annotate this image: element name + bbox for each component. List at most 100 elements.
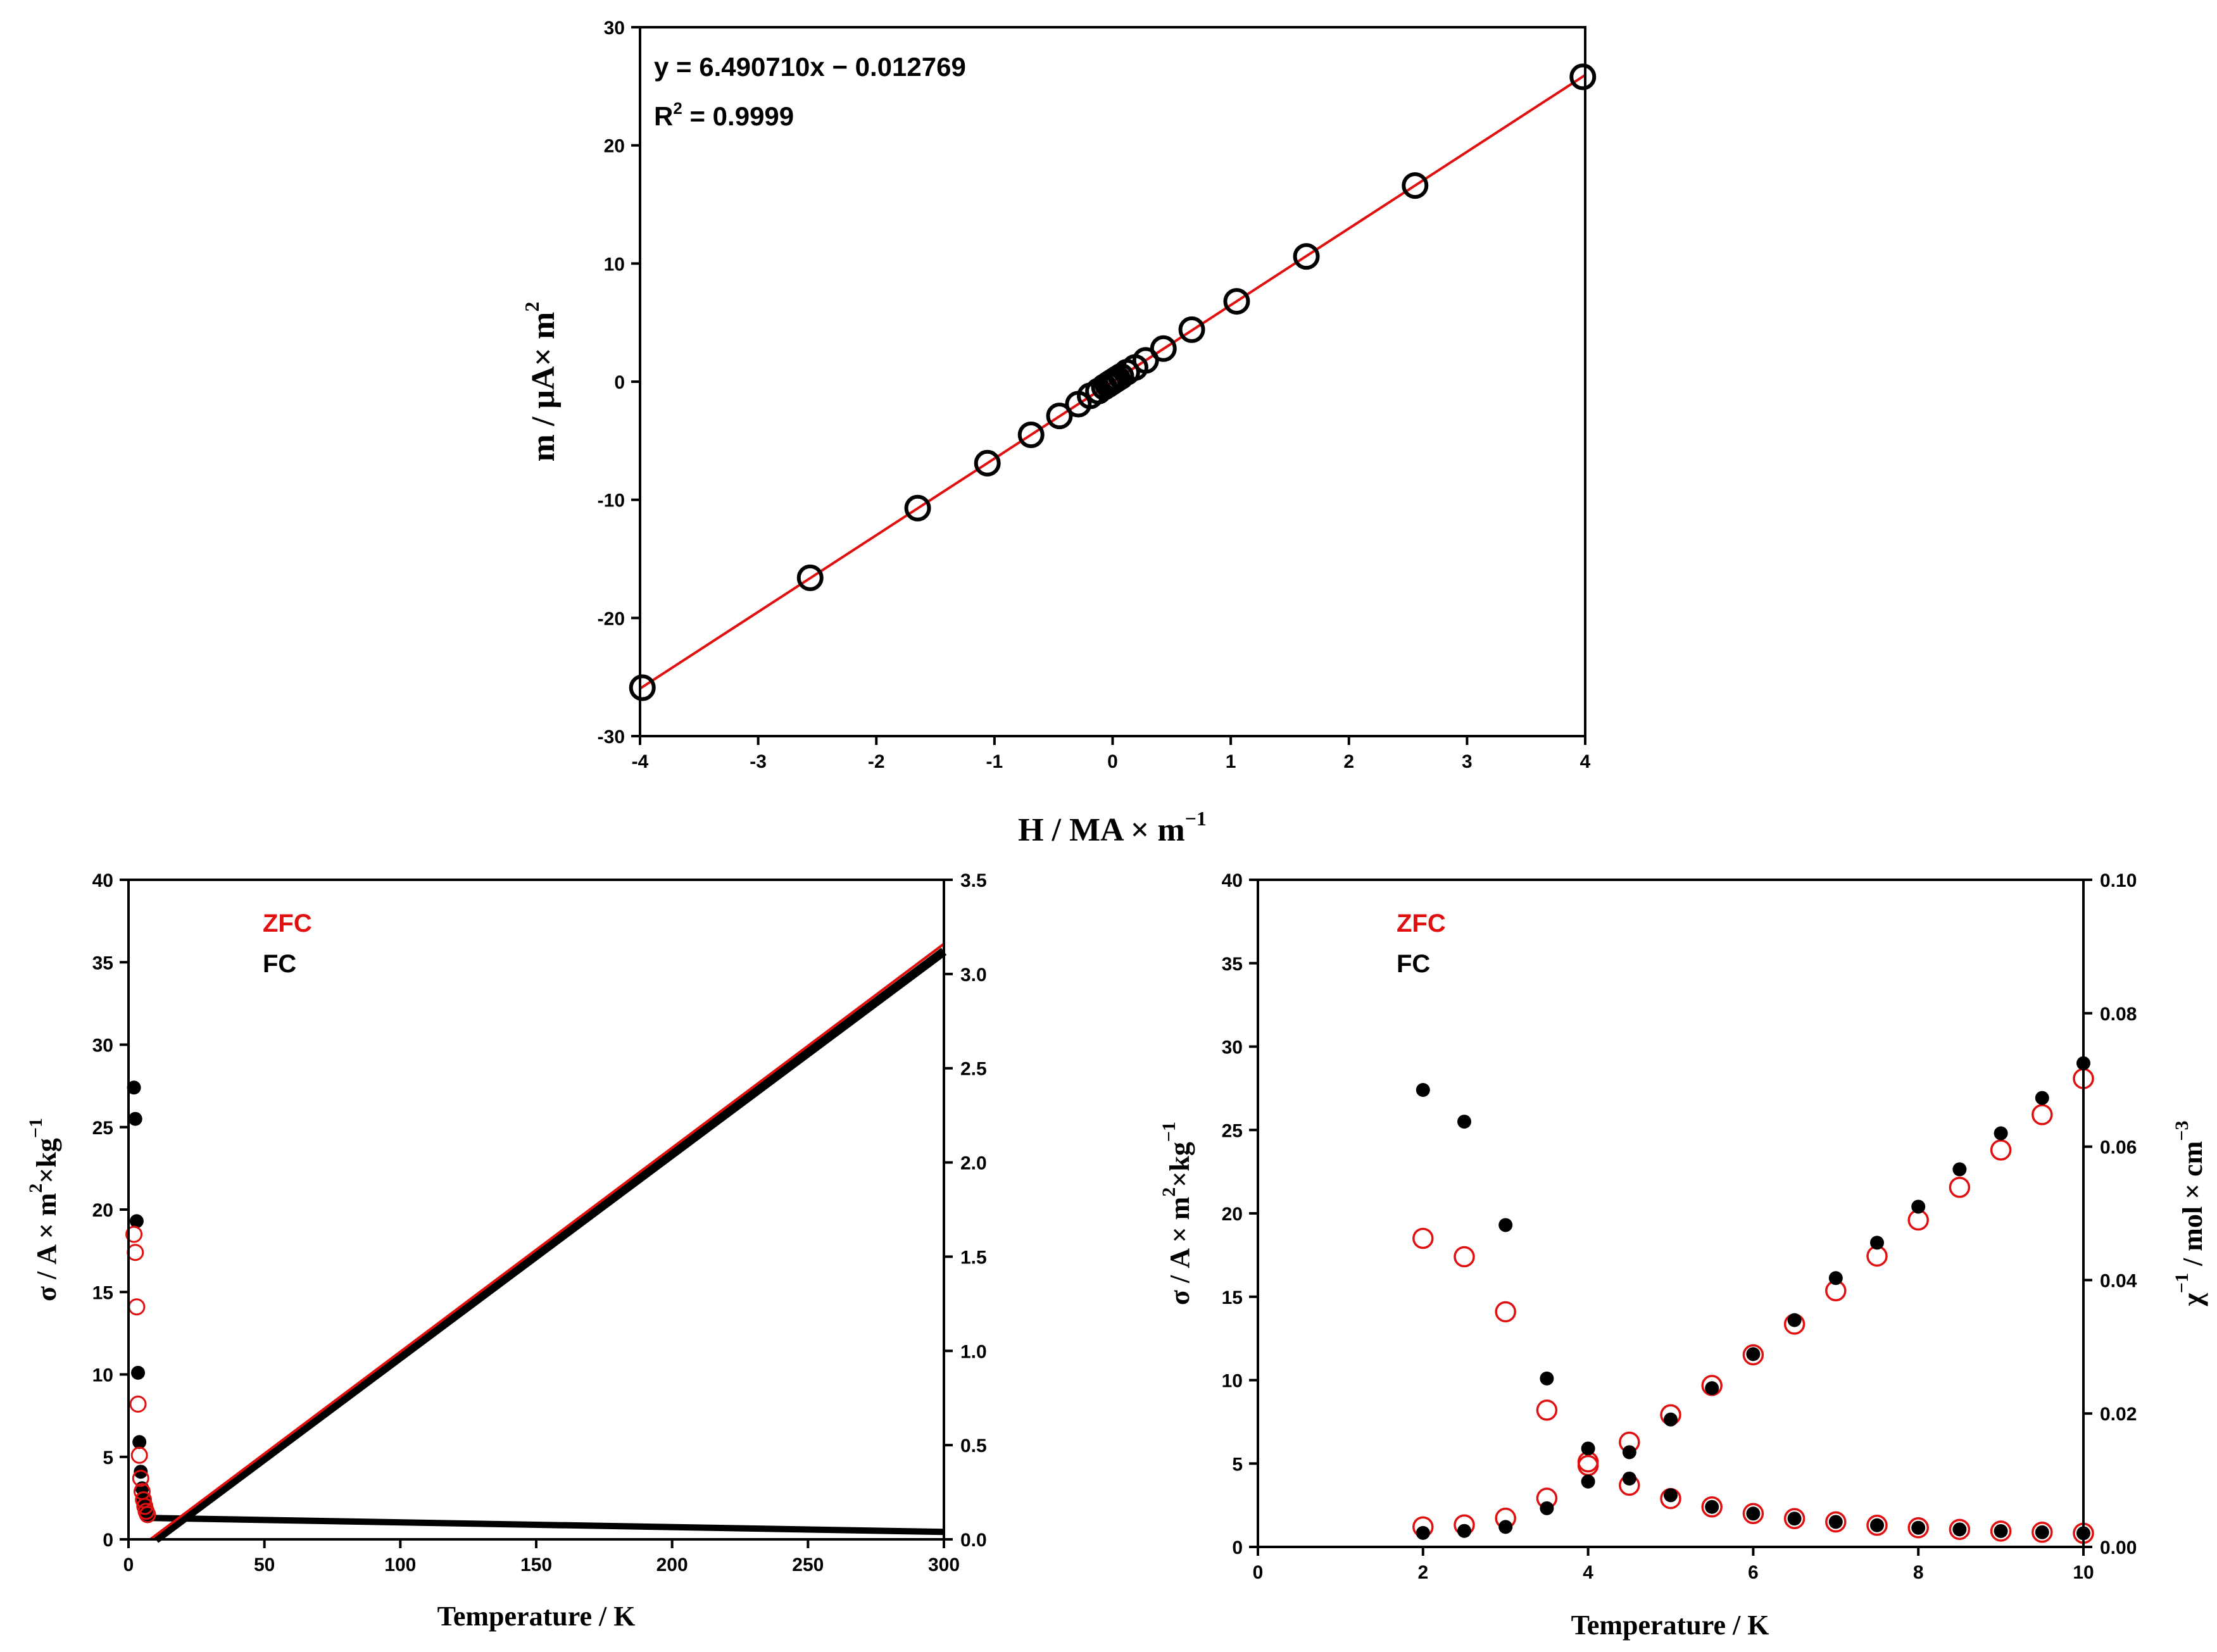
top-x-tick-label: 1 bbox=[1226, 751, 1236, 772]
top-data-point bbox=[629, 674, 656, 701]
top-x-tick-label: 4 bbox=[1580, 751, 1591, 772]
bl-y2-tick-label: 3.0 bbox=[960, 965, 987, 986]
br-sigma-zfc-point bbox=[1949, 1518, 1971, 1541]
br-chi-inverse-fc-point bbox=[1787, 1313, 1802, 1327]
bl-y2-tick-label: 0.0 bbox=[960, 1530, 987, 1551]
br-chi-inverse-fc-point bbox=[1664, 1412, 1678, 1427]
bl-legend-zfc: ZFC bbox=[263, 910, 312, 937]
bl-data-marks bbox=[125, 942, 947, 1543]
bl-fc-point bbox=[134, 1465, 148, 1479]
panel-bottom-right-temperature-zoom: 0 2 4 6 8 10 0 5 10 15 20 25 30 35 40 0.00 0.02 0.04 0.06 0… bbox=[1159, 870, 2208, 1641]
top-xlabel: H / MA × m bbox=[1018, 812, 1185, 848]
top-plot-frame bbox=[639, 26, 1586, 737]
top-y-tick-label: 30 bbox=[604, 18, 625, 39]
br-sigma-fc-point bbox=[1952, 1522, 1967, 1537]
bl-y-tick-label: 20 bbox=[92, 1200, 113, 1221]
top-y-tick-label: -20 bbox=[598, 608, 625, 629]
top-x-tick-label: -4 bbox=[632, 751, 649, 772]
br-sigma-fc-point bbox=[1828, 1515, 1843, 1529]
top-y-tick-label: 10 bbox=[604, 254, 625, 275]
fit-r2-prefix: R bbox=[654, 101, 673, 131]
br-x-tick-label: 0 bbox=[1253, 1562, 1264, 1583]
top-data-point bbox=[974, 449, 1001, 477]
br-y-tick-label: 5 bbox=[1232, 1454, 1243, 1475]
bl-fc-point bbox=[131, 1365, 146, 1380]
br-sigma-fc-point bbox=[1622, 1471, 1636, 1486]
br-sigma-fc-point bbox=[2035, 1525, 2049, 1539]
bl-x-tick-label: 200 bbox=[656, 1555, 688, 1575]
bl-sigma-tail-line bbox=[147, 1515, 945, 1536]
bl-y2-tick-label: 2.5 bbox=[960, 1059, 987, 1080]
top-data-point bbox=[1569, 63, 1597, 91]
top-data-point bbox=[1017, 422, 1045, 448]
bl-zfc-point bbox=[125, 1225, 143, 1243]
br-x-tick-label: 6 bbox=[1748, 1562, 1759, 1583]
bl-x-axis-title: Temperature / K bbox=[437, 1601, 636, 1632]
br-y-tick-label: 0 bbox=[1232, 1537, 1243, 1558]
br-y2-axis-title: χ−1 / mol × cm−3 bbox=[2171, 1121, 2208, 1307]
fit-r2-sup: 2 bbox=[673, 99, 682, 118]
bl-zfc-point bbox=[128, 1298, 146, 1316]
bl-ylabel-suffix: ×kg bbox=[31, 1138, 62, 1184]
bl-x-tick-label: 250 bbox=[792, 1555, 824, 1575]
br-y2label-sup: −1 bbox=[2171, 1273, 2192, 1293]
top-x-tick-label: -2 bbox=[868, 751, 885, 772]
bl-chi-inverse-fc-line bbox=[153, 948, 947, 1543]
br-sigma-fc-point bbox=[1664, 1488, 1678, 1503]
top-x-tick-label: -1 bbox=[986, 751, 1003, 772]
br-x-tick-label: 8 bbox=[1913, 1562, 1924, 1583]
bl-y-tick-label: 10 bbox=[92, 1365, 113, 1386]
bl-y-tick-label: 30 bbox=[92, 1036, 113, 1056]
br-sigma-fc-point bbox=[1705, 1499, 1719, 1514]
br-sigma-fc-point bbox=[1787, 1511, 1802, 1526]
br-y2-tick-label: 0.00 bbox=[2100, 1537, 2137, 1558]
br-x-tick-label: 2 bbox=[1417, 1562, 1428, 1583]
br-sigma-zfc-point bbox=[1866, 1514, 1888, 1536]
br-ylabel-prefix: σ / A × m bbox=[1164, 1197, 1195, 1305]
br-y2-tick-label: 0.08 bbox=[2100, 1004, 2137, 1025]
top-y-axis-title: m / μA× m2 bbox=[520, 302, 562, 462]
bl-y-tick-label: 40 bbox=[92, 870, 113, 891]
fit-r2: R2 = 0.9999 bbox=[654, 99, 794, 131]
top-data-point bbox=[1178, 316, 1205, 343]
bl-chi-inverse-zfc-line bbox=[149, 942, 945, 1541]
top-y-tick-label: -30 bbox=[598, 727, 625, 748]
br-chi-inverse-fc-point bbox=[1952, 1162, 1967, 1177]
bl-y-tick-label: 15 bbox=[92, 1282, 113, 1303]
br-sigma-fc-point bbox=[1746, 1506, 1761, 1521]
br-y-axis-title: σ / A × m2×kg−1 bbox=[1159, 1122, 1195, 1305]
br-x-tick-label: 10 bbox=[2073, 1562, 2094, 1583]
panel-bottom-left-temperature-full: 0 50 100 150 200 250 300 0 5 10 15 20 25 30 35 40 0.0 0.5… bbox=[25, 870, 987, 1632]
br-ylabel-sup2: −1 bbox=[1159, 1122, 1179, 1142]
top-ylabel-sup: 2 bbox=[520, 302, 543, 312]
br-y2-tick-label: 0.10 bbox=[2100, 870, 2137, 891]
bl-y2-tick-label: 1.0 bbox=[960, 1341, 987, 1362]
bl-axes: 0 50 100 150 200 250 300 0 5 10 15 20 25 30 35 40 0.0 0.5… bbox=[92, 870, 987, 1575]
bl-y-tick-label: 25 bbox=[92, 1118, 113, 1139]
top-data-point bbox=[1293, 243, 1320, 270]
bl-y-tick-label: 35 bbox=[92, 953, 113, 973]
br-sigma-zfc-point bbox=[1412, 1227, 1434, 1249]
br-y2-tick-label: 0.02 bbox=[2100, 1404, 2137, 1425]
br-y-tick-label: 35 bbox=[1222, 954, 1243, 975]
bl-fc-point bbox=[127, 1080, 141, 1095]
br-sigma-zfc-point bbox=[2032, 1522, 2053, 1543]
bl-zfc-point bbox=[139, 1506, 156, 1524]
top-ylabel: m / μA× m bbox=[525, 312, 562, 462]
br-sigma-fc-point bbox=[1498, 1218, 1513, 1232]
br-sigma-fc-point bbox=[1416, 1083, 1430, 1098]
br-sigma-fc-point bbox=[1540, 1371, 1554, 1386]
br-chi-inverse-fc-point bbox=[1498, 1520, 1513, 1534]
bl-zfc-point bbox=[130, 1446, 148, 1464]
bl-x-tick-label: 150 bbox=[520, 1555, 552, 1575]
br-chi-inverse-fc-point bbox=[1994, 1126, 2008, 1141]
top-data-point bbox=[1132, 347, 1159, 374]
br-chi-inverse-zfc-point bbox=[2032, 1104, 2053, 1125]
bl-fc-point bbox=[128, 1111, 142, 1126]
br-sigma-zfc-point bbox=[1907, 1517, 1929, 1539]
br-chi-inverse-fc-point bbox=[1911, 1199, 1926, 1214]
top-data-marks bbox=[629, 63, 1597, 701]
